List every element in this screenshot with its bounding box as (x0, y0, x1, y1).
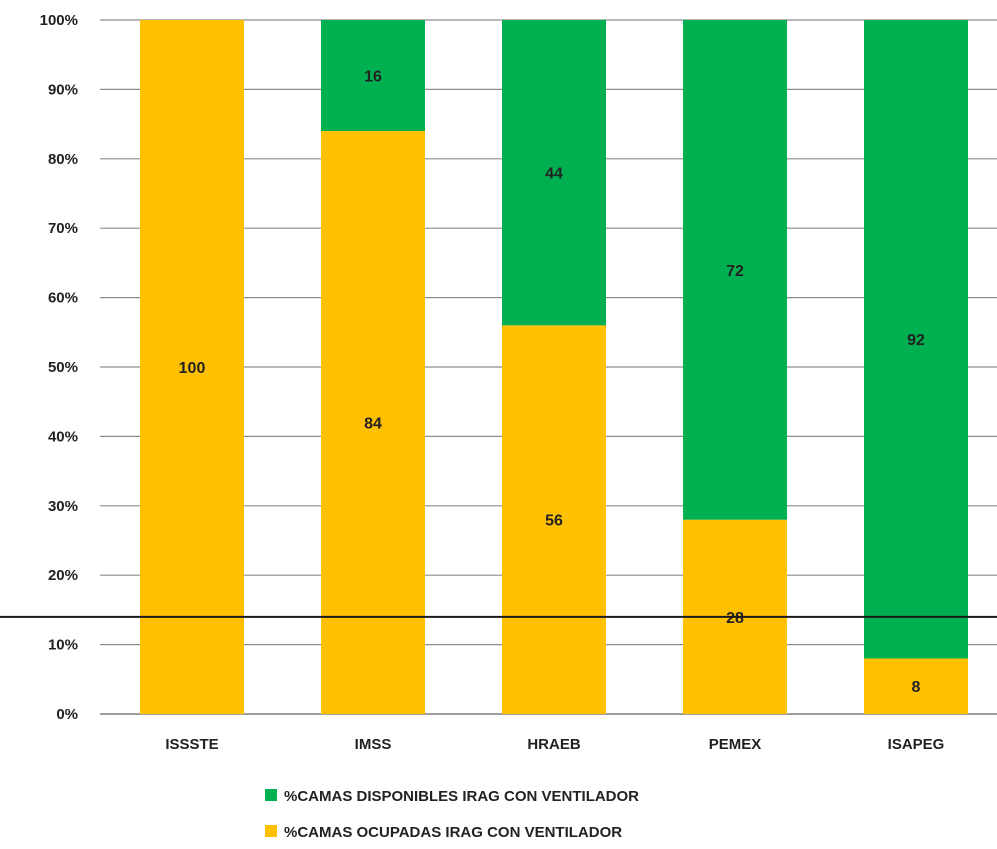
bar-isapeg-series-2 (864, 20, 968, 659)
bar-isapeg-series-1 (864, 658, 968, 714)
y-tick-label: 40% (48, 428, 78, 445)
y-axis-tick-labels: 0% 10% 20% 30% 40% 50% 60% 70% 80% 90% 100% (40, 12, 78, 723)
category-label-issste: ISSSTE (165, 736, 218, 753)
data-label: 92 (907, 332, 925, 349)
bar-pemex-series-2 (683, 20, 787, 520)
data-label: 8 (912, 679, 921, 696)
y-tick-label: 30% (48, 498, 78, 515)
bar-issste-series-1 (140, 20, 244, 714)
legend-label: %CAMAS OCUPADAS IRAG CON VENTILADOR (284, 824, 622, 841)
y-tick-label: 10% (48, 637, 78, 654)
data-label: 84 (364, 416, 382, 433)
data-label: 28 (726, 610, 744, 627)
y-tick-label: 60% (48, 290, 78, 307)
x-axis-category-labels: ISSSTE IMSS HRAEB PEMEX ISAPEG (165, 736, 944, 753)
legend-swatch (265, 825, 277, 837)
bar-imss-series-2 (321, 20, 425, 132)
data-label: 16 (364, 69, 382, 86)
category-label-hraeb: HRAEB (527, 736, 581, 753)
bar-hraeb-series-2 (502, 20, 606, 326)
y-tick-label: 0% (56, 706, 78, 723)
y-tick-label: 70% (48, 220, 78, 237)
category-label-pemex: PEMEX (709, 736, 762, 753)
legend-swatch (265, 789, 277, 801)
y-tick-label: 50% (48, 359, 78, 376)
category-label-isapeg: ISAPEG (888, 736, 945, 753)
data-label: 72 (726, 263, 744, 280)
category-label-imss: IMSS (355, 736, 392, 753)
y-tick-label: 80% (48, 151, 78, 168)
data-label: 56 (545, 513, 563, 530)
y-tick-label: 90% (48, 81, 78, 98)
bar-hraeb-series-1 (502, 325, 606, 714)
data-label: 44 (545, 166, 563, 183)
y-tick-label: 100% (40, 12, 78, 29)
data-label: 100 (179, 360, 206, 377)
data-labels: 100 84 16 56 44 28 72 8 92 (179, 69, 925, 697)
y-tick-label: 20% (48, 567, 78, 584)
legend-label: %CAMAS DISPONIBLES IRAG CON VENTILADOR (284, 788, 639, 805)
legend: %CAMAS DISPONIBLES IRAG CON VENTILADOR %C… (265, 788, 639, 841)
